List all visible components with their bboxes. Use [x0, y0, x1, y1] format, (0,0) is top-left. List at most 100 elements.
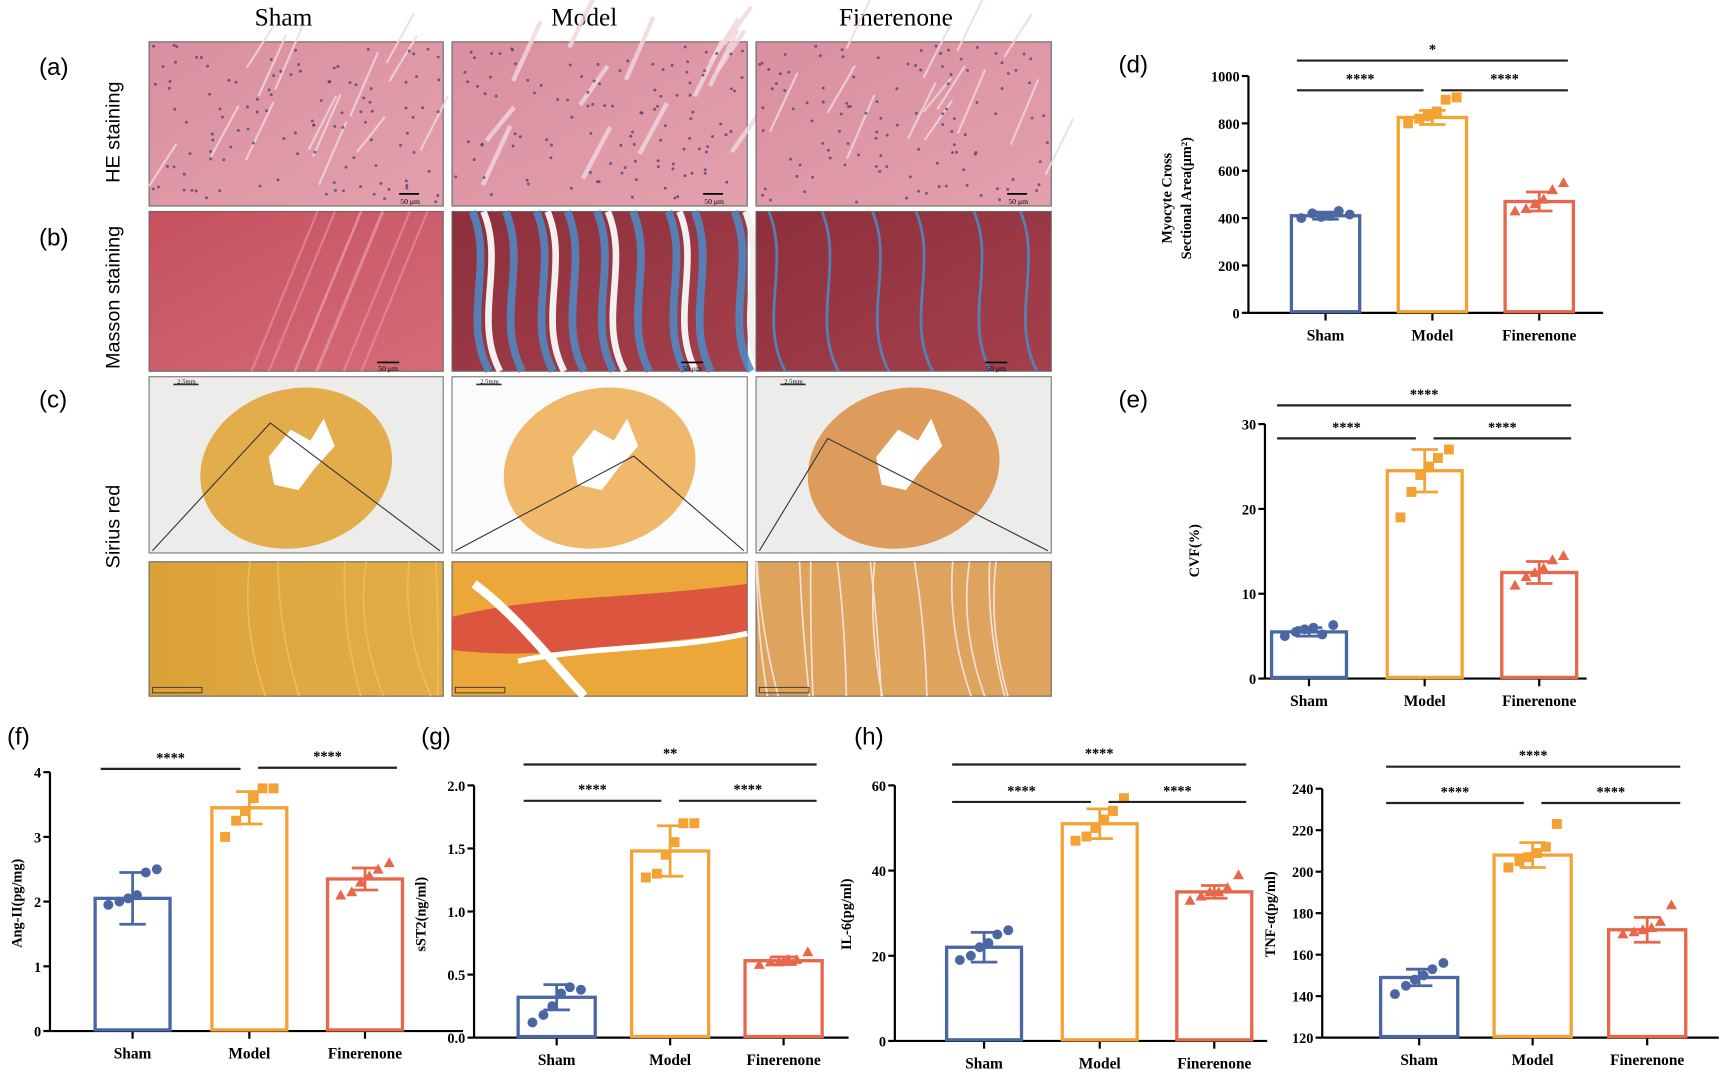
nucleus [914, 111, 918, 115]
nucleus [334, 188, 337, 192]
nucleus [205, 196, 208, 200]
significance-label: **** [1519, 748, 1548, 764]
scale-bar [454, 686, 506, 694]
nucleus [905, 196, 908, 200]
y-tick-label: 20 [872, 949, 886, 965]
data-point [640, 872, 651, 883]
y-tick-label: 3 [34, 830, 41, 846]
data-point [1628, 926, 1640, 937]
significance-label: **** [156, 750, 185, 766]
nucleus [234, 80, 238, 84]
y-tick-label: 180 [1292, 907, 1313, 923]
data-point [151, 864, 162, 875]
data-point [954, 955, 965, 965]
data-point [791, 953, 803, 964]
data-point [1520, 203, 1532, 214]
fiber-gap [729, 111, 762, 154]
data-point [1617, 928, 1629, 939]
nucleus [1030, 116, 1034, 120]
fiber-gap [956, 68, 987, 135]
nucleus [946, 82, 950, 86]
nucleus [945, 107, 948, 111]
x-tick-label: Finerenone [1610, 1052, 1684, 1069]
collagen-fiber [914, 210, 934, 372]
nucleus [908, 175, 912, 179]
nucleus [965, 183, 969, 187]
fiber-gap [845, 94, 876, 160]
data-point [231, 815, 242, 826]
panel-label-g: (g) [421, 724, 451, 751]
data-point [123, 893, 134, 904]
collagen-fiber [972, 210, 992, 372]
data-point [1532, 848, 1542, 858]
nucleus [498, 52, 502, 55]
collagen-fiber [593, 210, 617, 374]
y-tick-label: 4 [34, 766, 41, 782]
fiber [950, 561, 972, 697]
nucleus [659, 138, 663, 142]
y-tick-label: 200 [1218, 259, 1239, 275]
nucleus [473, 56, 476, 60]
nucleus [282, 137, 286, 140]
nucleus [596, 62, 600, 66]
nucleus [276, 178, 280, 182]
nucleus [362, 96, 366, 100]
data-point [248, 793, 259, 804]
nucleus [533, 91, 536, 95]
nucleus [864, 111, 868, 115]
nucleus [293, 131, 297, 135]
y-tick-label: 40 [872, 864, 886, 880]
nucleus [979, 193, 983, 197]
nucleus [895, 87, 899, 91]
y-axis-label: sST2(ng/ml) [414, 877, 430, 952]
y-tick-label: 30 [1242, 418, 1256, 434]
nucleus [161, 65, 165, 69]
nucleus [411, 115, 415, 119]
significance-label: **** [1085, 746, 1114, 762]
fiber [988, 561, 1006, 697]
nucleus [814, 44, 818, 48]
y-tick-label: 200 [1292, 865, 1313, 881]
data-point [782, 953, 794, 964]
data-point [689, 818, 700, 829]
nucleus [312, 123, 316, 127]
fiber-gap [923, 99, 954, 141]
y-tick-label: 1.5 [447, 842, 465, 858]
nucleus [494, 94, 498, 98]
nucleus [951, 151, 954, 155]
nucleus [729, 130, 733, 133]
nucleus [1045, 141, 1049, 144]
collagen-fiber [629, 210, 653, 374]
nucleus [653, 88, 657, 92]
data-point [983, 938, 994, 948]
collagen-fiber [533, 210, 557, 374]
data-point [1546, 554, 1558, 565]
nucleus [671, 162, 675, 166]
data-point [1090, 823, 1101, 833]
nucleus [332, 181, 336, 184]
data-point [1503, 862, 1514, 873]
chart-f: 0 1 2 3 4 Ang-II(pg/mg) Sham Model Finerenone ***… [9, 749, 464, 1063]
data-point [1509, 579, 1521, 590]
scale-bar-label: 50 μm [378, 364, 398, 373]
nucleus [875, 130, 879, 134]
y-tick-label: 0 [34, 1025, 41, 1041]
nucleus [246, 105, 249, 109]
nucleus [690, 171, 694, 175]
nucleus [188, 152, 192, 155]
data-point [1443, 444, 1454, 455]
nucleus [671, 167, 675, 171]
fiber-gap [907, 82, 937, 140]
nucleus [490, 193, 493, 197]
data-point [1646, 922, 1658, 933]
data-point [1551, 819, 1562, 829]
fiber-gap [580, 125, 613, 180]
nucleus [436, 55, 440, 59]
nucleus [426, 47, 430, 51]
nucleus [374, 164, 378, 167]
fiber-gap [1003, 13, 1033, 58]
fiber-gap [956, 0, 984, 52]
scale-bar-label: 50 μm [986, 364, 1006, 373]
nucleus [1038, 160, 1042, 164]
nucleus [436, 110, 440, 114]
